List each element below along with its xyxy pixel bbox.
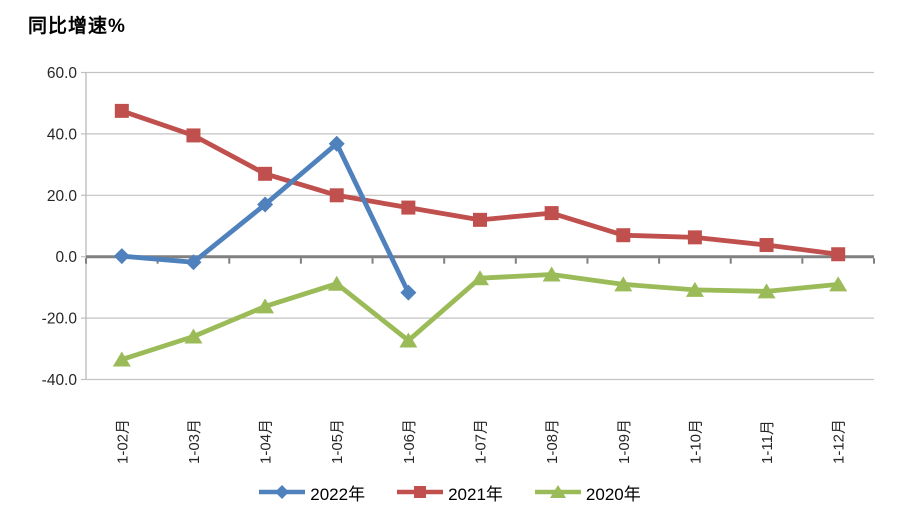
triangle-marker (399, 332, 418, 348)
legend-item-2021年: 2021年 (397, 480, 503, 505)
square-marker (544, 206, 559, 221)
square-marker (186, 128, 201, 143)
square-marker (473, 212, 487, 227)
triangle-marker (614, 276, 633, 292)
triangle-marker (829, 276, 848, 292)
square-marker (401, 200, 416, 215)
square-marker (759, 238, 774, 253)
x-axis-tick-label: 1-02月 (114, 419, 131, 464)
chart-title: 同比增速% (28, 16, 126, 37)
diamond-marker (257, 196, 274, 213)
series-line-2022年 (121, 141, 411, 294)
legend-marker-triangle-icon (534, 485, 581, 498)
x-axis-tick-label: 1-10月 (687, 419, 704, 464)
triangle-marker (327, 275, 346, 291)
legend-label: 2021年 (448, 484, 503, 504)
legend-marker-square-icon (397, 486, 444, 498)
triangle-marker (256, 298, 275, 314)
triangle-marker (757, 283, 776, 299)
triangle-marker (184, 328, 203, 344)
legend-item-2022年: 2022年 (259, 480, 365, 505)
triangle-marker (685, 281, 704, 297)
x-axis-tick-label: 1-04月 (258, 419, 275, 464)
legend-label: 2022年 (310, 484, 366, 504)
diamond-marker (185, 254, 202, 271)
y-axis-tick-label: -20.0 (42, 311, 78, 328)
y-axis-tick-label: 0.0 (55, 249, 77, 266)
diamond-marker (328, 135, 345, 152)
x-axis-tick-label: 1-09月 (616, 419, 633, 464)
square-marker (687, 230, 702, 245)
x-axis-tick-label: 1-07月 (473, 419, 490, 464)
legend-label: 2020年 (585, 484, 641, 504)
x-axis-tick-label: 1-06月 (401, 419, 418, 464)
series-line-2020年 (121, 272, 839, 362)
x-axis-tick-label: 1-12月 (831, 419, 848, 464)
legend-item-2020年: 2020年 (534, 480, 641, 505)
square-marker (329, 188, 344, 203)
legend-marker-diamond-icon (259, 485, 306, 499)
x-axis-tick-label: 1-05月 (329, 419, 346, 464)
diamond-marker (400, 284, 417, 301)
y-axis-tick-label: 60.0 (47, 65, 78, 82)
triangle-marker (471, 270, 489, 286)
diamond-marker (113, 248, 130, 265)
triangle-marker (112, 351, 131, 367)
square-marker (258, 166, 273, 181)
square-marker (831, 247, 846, 262)
x-axis-tick-label: 1-11月 (759, 420, 776, 464)
square-marker (114, 103, 129, 118)
triangle-marker (542, 266, 561, 282)
square-marker (616, 228, 631, 243)
y-axis-tick-label: 40.0 (47, 126, 78, 143)
x-axis-tick-label: 1-03月 (186, 419, 203, 464)
x-axis-tick-label: 1-08月 (544, 419, 561, 464)
y-axis-tick-label: 20.0 (47, 188, 78, 205)
chart-legend: 2022年 2021年 2020年 (0, 479, 900, 505)
y-axis-tick-label: -40.0 (42, 372, 78, 389)
